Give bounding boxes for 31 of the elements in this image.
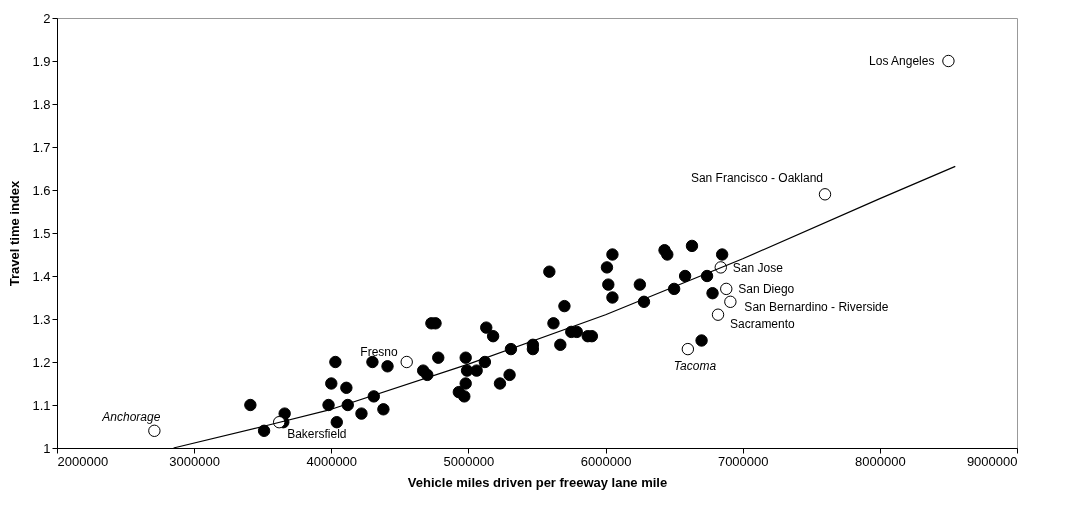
y-tick-label: 1 (43, 440, 51, 456)
y-tick-label: 1.8 (32, 96, 51, 112)
y-tick-label: 1.2 (32, 354, 51, 370)
x-tick-label: 9000000 (966, 453, 1018, 469)
x-tick-label: 8000000 (855, 453, 906, 469)
y-tick-label: 1.3 (32, 311, 51, 327)
annotation: Sacramento (730, 316, 796, 331)
y-tick-label: 1.9 (32, 53, 51, 69)
x-axis-title: Vehicle miles driven per freeway lane mile (407, 474, 668, 490)
annotation: San Diego (738, 281, 795, 296)
annotation: Tacoma (673, 359, 717, 374)
y-axis-title: Travel time index (7, 179, 23, 287)
x-tick-label: 3000000 (169, 453, 220, 469)
y-tick-label: 1.6 (32, 182, 51, 198)
annotation: Bakersfield (287, 427, 347, 442)
y-tick-label: 2 (43, 10, 51, 26)
x-tick-label: 4000000 (306, 453, 358, 469)
annotation: San Jose (732, 261, 784, 276)
x-tick-label: 7000000 (717, 453, 769, 469)
x-tick-label: 5000000 (443, 453, 495, 469)
y-tick-label: 1.1 (32, 397, 51, 413)
x-tick-label: 6000000 (580, 453, 632, 469)
annotation: San Bernardino - Riverside (744, 299, 889, 314)
y-tick-label: 1.5 (32, 225, 51, 241)
y-tick-label: 1.4 (32, 268, 51, 284)
x-tick-label: 2000000 (57, 453, 109, 469)
annotation: San Francisco - Oakland (690, 171, 823, 186)
annotation: Anchorage (101, 409, 161, 424)
annotation: Fresno (360, 345, 399, 359)
annotation: Los Angeles (869, 54, 935, 68)
y-tick-label: 1.7 (32, 139, 51, 155)
